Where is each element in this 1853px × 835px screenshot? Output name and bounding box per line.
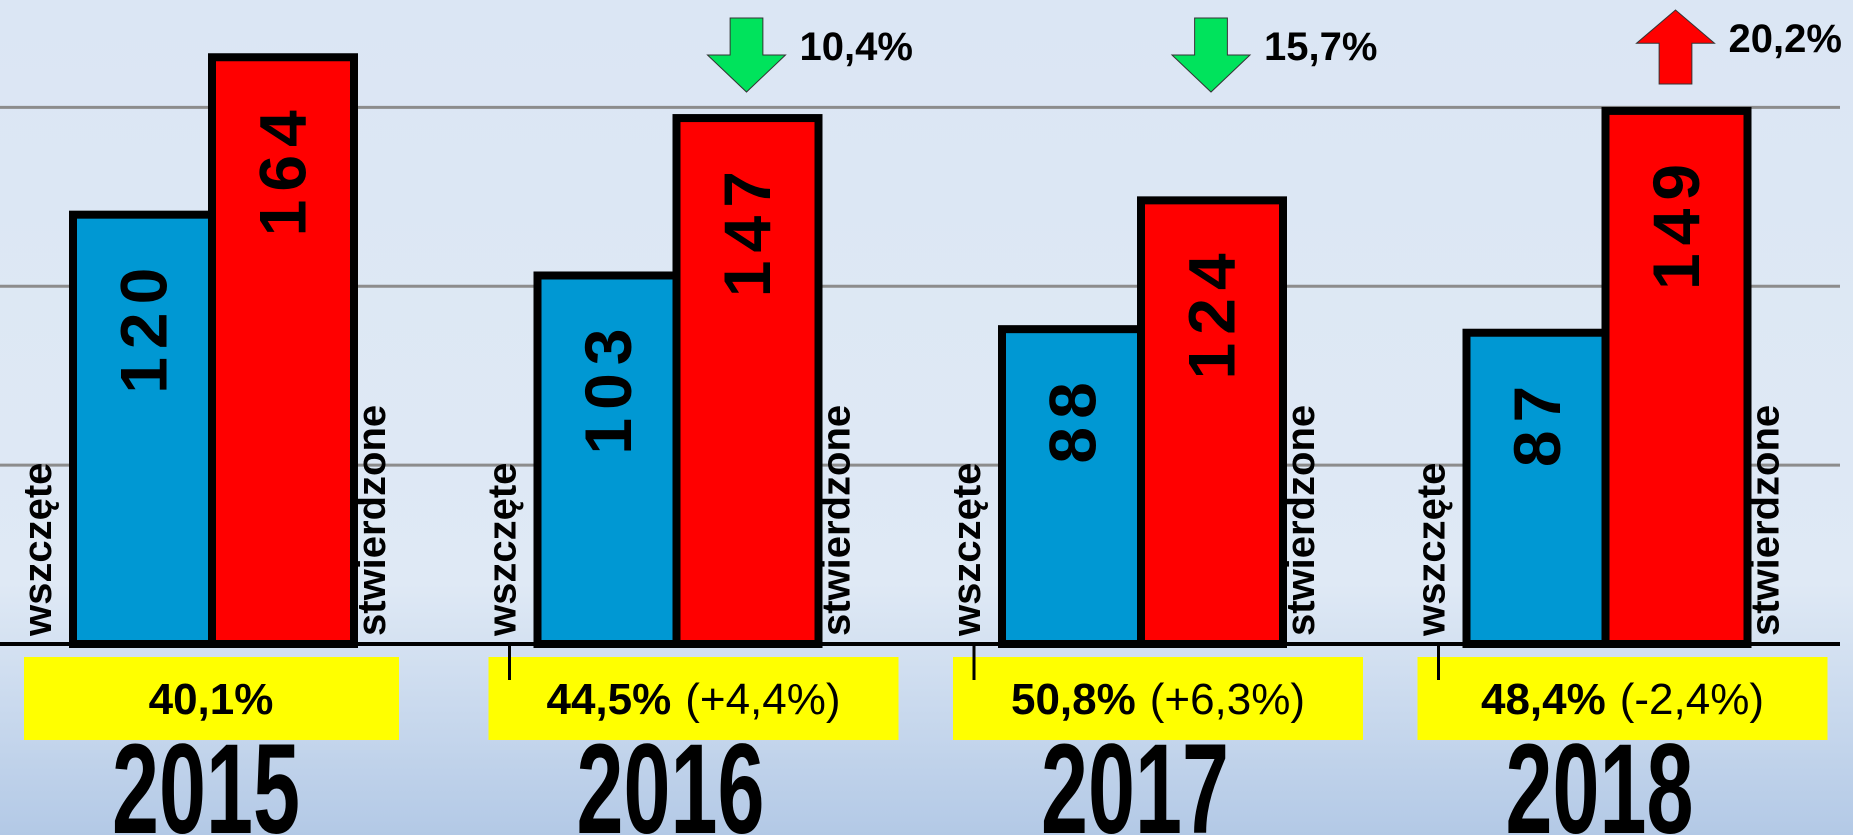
rate-box: [953, 657, 1363, 740]
bar: [1137, 196, 1287, 648]
change-arrow: [1635, 9, 1716, 85]
rate-box: [24, 657, 399, 740]
change-arrow: [706, 17, 787, 93]
series-label: stwierdzone: [1744, 405, 1788, 636]
value-label: 124: [1175, 245, 1249, 379]
rate-label: 40,1%: [149, 675, 274, 724]
x-tick-label: 2017: [1041, 717, 1229, 835]
x-tick-label: 2015: [112, 717, 300, 835]
rate-change-label: (-2,4%): [1620, 675, 1764, 724]
rate-text: 48,4% (-2,4%): [1481, 675, 1764, 724]
value-label: 149: [1639, 156, 1713, 290]
rate-change-label: (+4,4%): [685, 675, 840, 724]
change-arrow: [1170, 17, 1252, 93]
change-label: 10,4%: [800, 25, 913, 69]
x-tick-label: 2016: [577, 717, 765, 835]
series-label: stwierdzone: [350, 405, 394, 636]
rate-text: 40,1%: [149, 675, 274, 724]
series-label: wszczęte: [945, 463, 989, 637]
bar: [672, 114, 823, 649]
rate-box: [488, 657, 899, 740]
rate-text: 44,5% (+4,4%): [546, 675, 840, 724]
change-label: 20,2%: [1729, 17, 1842, 61]
rate-label: 48,4%: [1481, 675, 1606, 724]
value-label: 164: [246, 102, 320, 236]
series-label: wszczęte: [16, 463, 60, 637]
rate-text: 50,8% (+6,3%): [1011, 675, 1305, 724]
change-label: 15,7%: [1264, 25, 1377, 69]
rate-change-label: (+6,3%): [1150, 675, 1305, 724]
value-label: 103: [571, 320, 645, 454]
series-label: stwierdzone: [1279, 405, 1323, 636]
bar: [1601, 106, 1752, 648]
series-label: stwierdzone: [815, 405, 859, 636]
x-tick-label: 2018: [1506, 717, 1694, 835]
rate-box: [1417, 657, 1828, 740]
value-label: 87: [1500, 378, 1574, 467]
series-label: wszczęte: [481, 463, 525, 637]
value-label: 147: [710, 163, 784, 297]
rate-label: 50,8%: [1011, 675, 1136, 724]
value-label: 88: [1036, 374, 1110, 463]
value-label: 120: [107, 260, 181, 394]
rate-label: 44,5%: [546, 675, 671, 724]
bar: [208, 53, 358, 648]
series-label: wszczęte: [1410, 463, 1454, 637]
